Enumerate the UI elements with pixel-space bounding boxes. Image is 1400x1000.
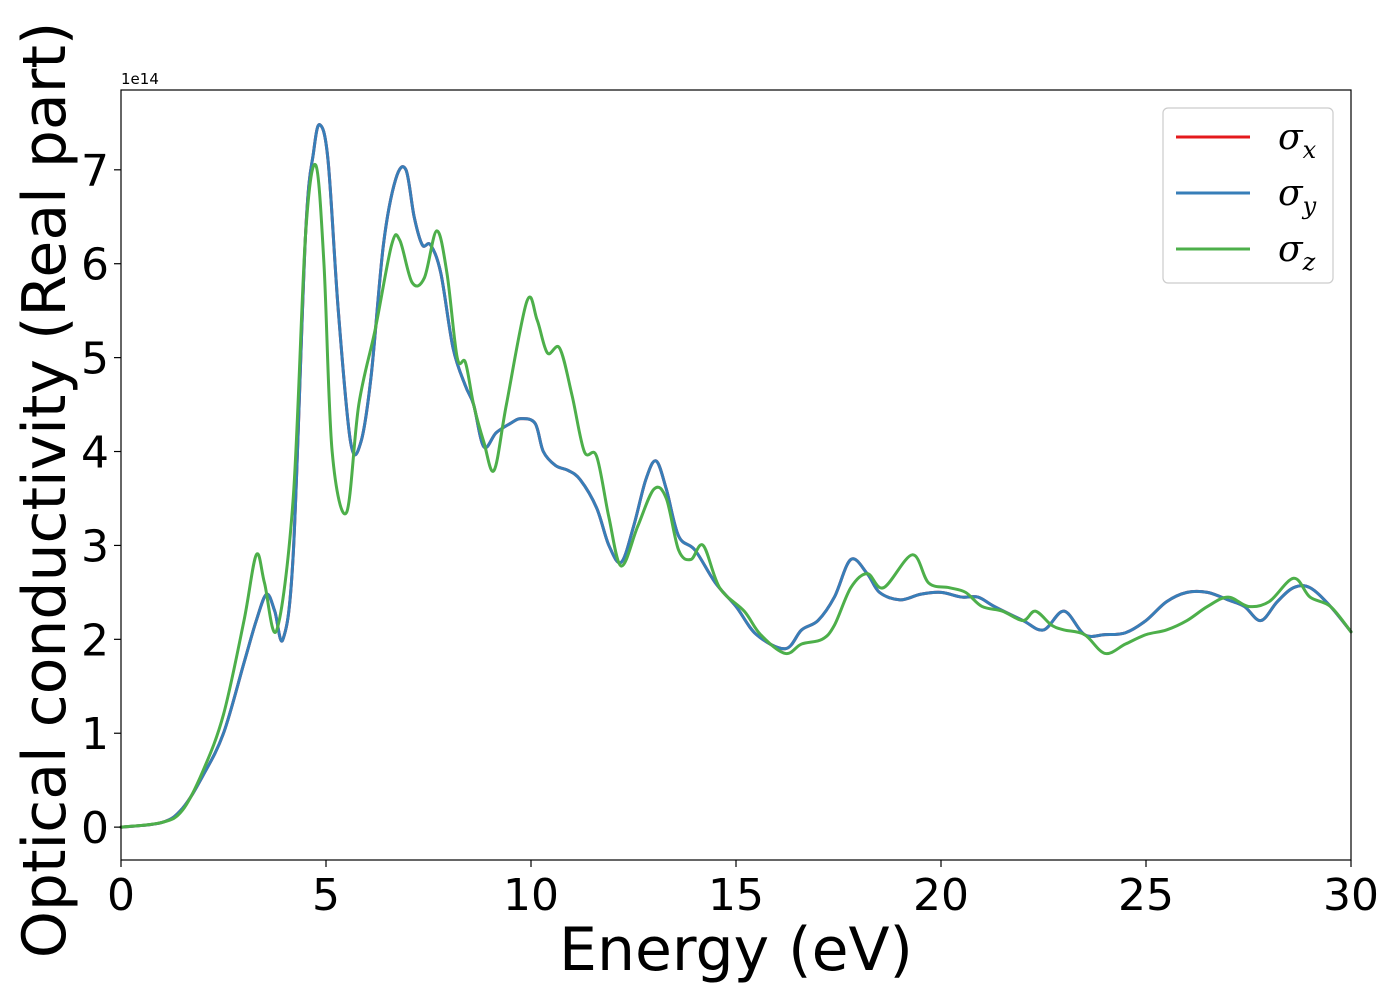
legend-symbol: σ [1278, 229, 1304, 270]
x-tick-label: 25 [1118, 870, 1174, 921]
x-tick-label: 10 [503, 870, 559, 921]
x-axis-label: Energy (eV) [559, 915, 913, 985]
legend-label-y: σy [1278, 173, 1317, 220]
x-axis-ticks: 0 5 10 15 20 25 30 [107, 860, 1379, 921]
y-tick-label: 3 [81, 521, 109, 572]
legend-subscript: y [1302, 192, 1317, 220]
y-tick-label: 2 [81, 615, 109, 666]
legend-label-x: σx [1278, 117, 1317, 164]
x-tick-label: 5 [312, 870, 340, 921]
series-layer [119, 123, 1353, 829]
x-tick-label: 30 [1323, 870, 1379, 921]
x-tick-label: 15 [708, 870, 764, 921]
y-tick-label: 4 [81, 428, 109, 479]
x-tick-label: 20 [913, 870, 969, 921]
y-tick-label: 6 [81, 240, 109, 291]
y-tick-label: 7 [81, 146, 109, 197]
y-axis-label: Optical conductivity (Real part) [10, 22, 80, 959]
y-axis-ticks: 0 1 2 3 4 5 6 7 [81, 146, 121, 854]
legend-symbol: σ [1278, 173, 1304, 214]
x-tick-label: 0 [107, 870, 135, 921]
series-line-z [119, 162, 1353, 829]
legend-box [1162, 107, 1334, 284]
legend-symbol: σ [1278, 117, 1304, 158]
y-tick-label: 1 [81, 709, 109, 760]
legend-label-z: σz [1278, 229, 1316, 276]
y-tick-label: 5 [81, 334, 109, 385]
y-tick-label: 0 [81, 803, 109, 854]
legend-subscript: z [1302, 248, 1316, 276]
y-axis-offset-label: 1e14 [121, 70, 159, 88]
legend-subscript: x [1303, 136, 1317, 164]
